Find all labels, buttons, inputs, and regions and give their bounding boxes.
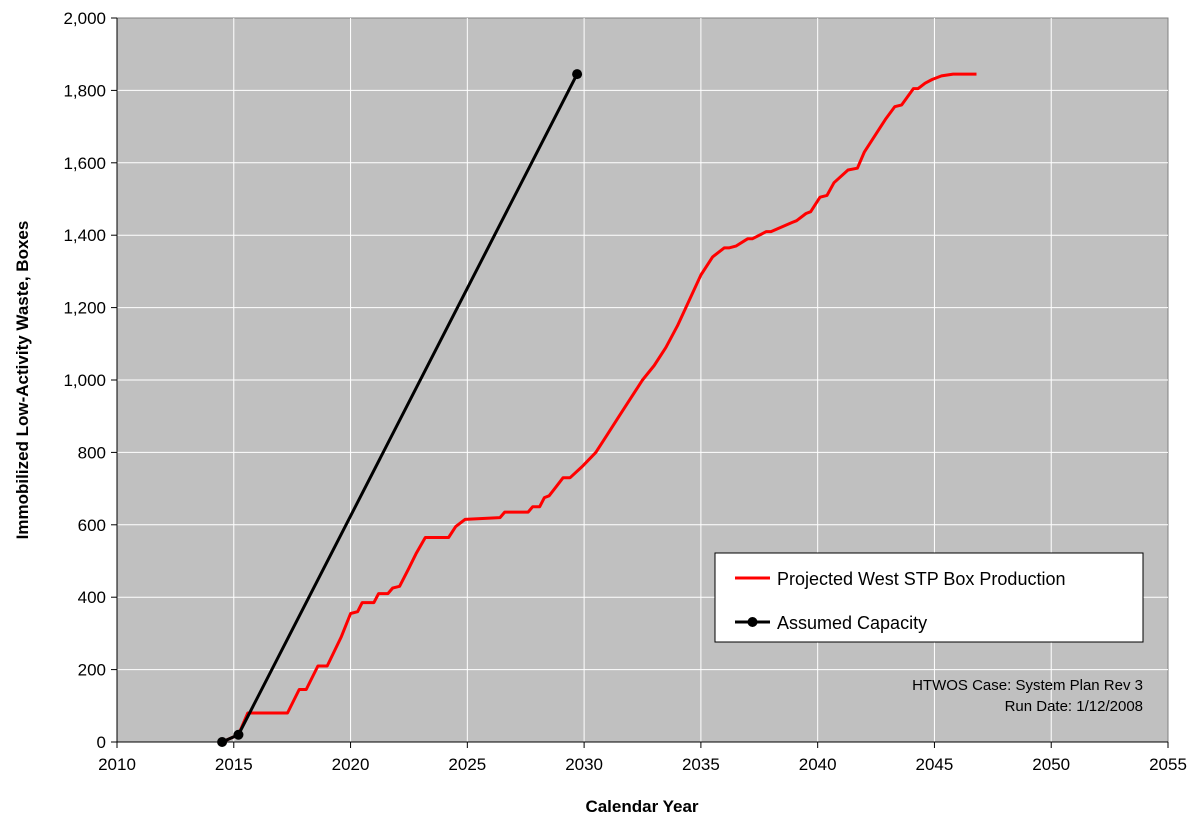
- x-tick-label: 2040: [799, 755, 837, 774]
- legend-marker-capacity: [747, 617, 758, 627]
- y-tick-label: 1,600: [63, 154, 106, 173]
- annotation-case: HTWOS Case: System Plan Rev 3: [912, 677, 1143, 694]
- series-layer: [217, 69, 977, 747]
- x-axis-title: Calendar Year: [585, 797, 698, 816]
- legend-label-production: Projected West STP Box Production: [777, 569, 1065, 589]
- y-tick-label: 400: [78, 588, 106, 607]
- y-tick-label: 1,200: [63, 299, 106, 318]
- y-tick-label: 1,000: [63, 371, 106, 390]
- series-point-1: [572, 69, 583, 80]
- x-tick-label: 2055: [1149, 755, 1187, 774]
- x-tick-label: 2045: [916, 755, 954, 774]
- series-point-1: [233, 729, 244, 740]
- x-tick-label: 2030: [565, 755, 603, 774]
- y-tick-label: 200: [78, 661, 106, 680]
- y-axis-title: Immobilized Low-Activity Waste, Boxes: [13, 221, 32, 540]
- y-tick-label: 0: [97, 733, 106, 752]
- x-tick-label: 2010: [98, 755, 136, 774]
- legend-label-capacity: Assumed Capacity: [777, 613, 927, 633]
- y-tick-label: 2,000: [63, 9, 106, 28]
- x-tick-label: 2035: [682, 755, 720, 774]
- annotation-run-date: Run Date: 1/12/2008: [1005, 698, 1143, 715]
- y-tick-label: 600: [78, 516, 106, 535]
- axes: [111, 17, 1169, 748]
- x-tick-label: 2015: [215, 755, 253, 774]
- y-tick-label: 800: [78, 443, 106, 462]
- x-tick-label: 2020: [332, 755, 370, 774]
- x-tick-label: 2025: [448, 755, 486, 774]
- series-line-0: [221, 72, 977, 744]
- y-tick-label: 1,800: [63, 81, 106, 100]
- y-tick-label: 1,400: [63, 226, 106, 245]
- tick-labels: 2010 2015 2020 2025 2030 2035 2040 2045 2050 2055…: [63, 9, 1186, 774]
- legend: Projected West STP Box Production Assume…: [714, 552, 1144, 643]
- x-tick-label: 2050: [1032, 755, 1070, 774]
- legend-box: [714, 552, 1144, 643]
